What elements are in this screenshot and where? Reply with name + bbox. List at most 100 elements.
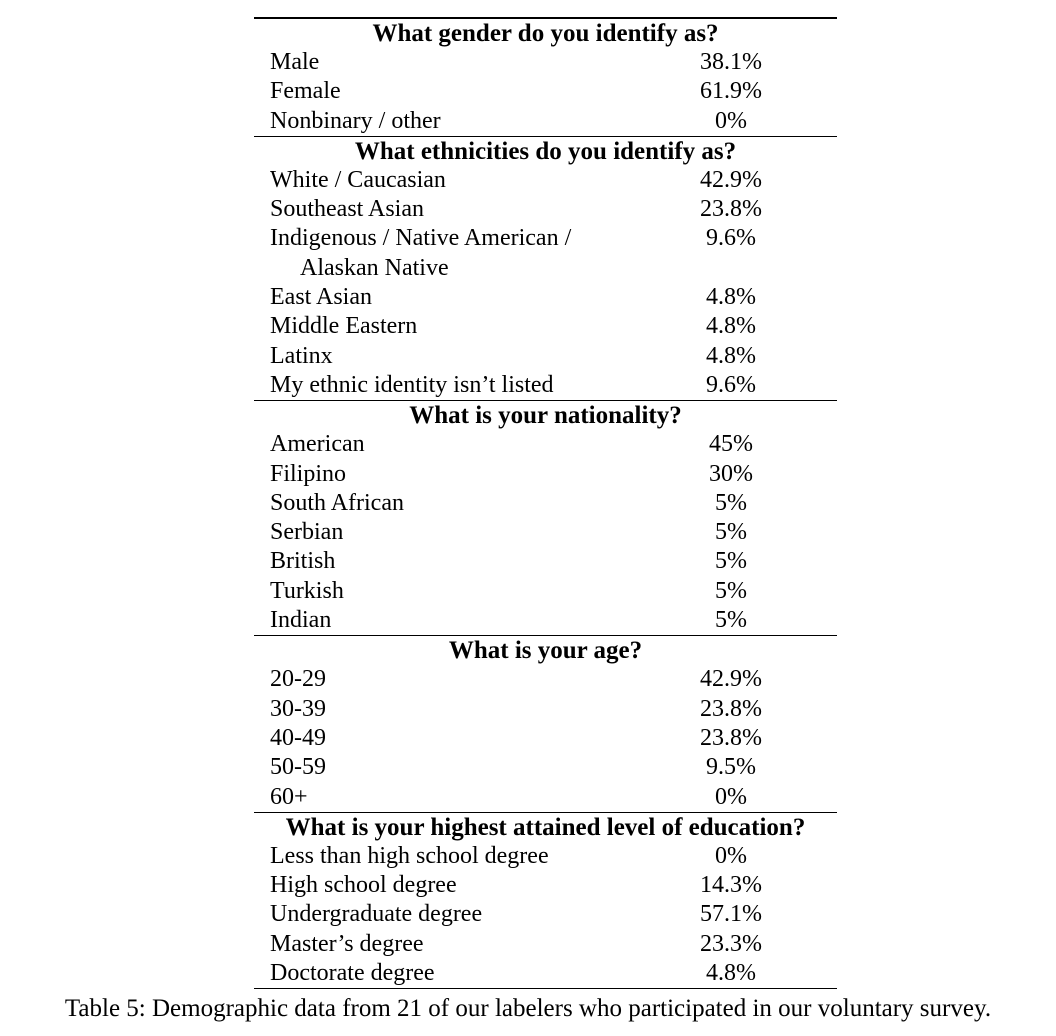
row-label: My ethnic identity isn’t listed: [270, 371, 554, 398]
table-section: What is your nationality? American 45% Fili…: [254, 400, 837, 635]
row-value: 23.3%: [700, 930, 762, 957]
row-label: 30-39: [270, 695, 326, 722]
row-label: 20-29: [270, 666, 326, 693]
row-label: 50-59: [270, 754, 326, 781]
row-value: 4.8%: [706, 313, 756, 340]
table-row: 60+ 0%: [254, 783, 837, 812]
section-header: What is your nationality?: [409, 402, 682, 430]
row-label: Southeast Asian: [270, 196, 424, 223]
table-row: Filipino 30%: [254, 460, 837, 489]
table-caption: Table 5: Demographic data from 21 of our…: [64, 995, 992, 1022]
row-label: Indigenous / Native American /: [270, 225, 572, 252]
row-label-cell: Female: [254, 77, 648, 106]
row-label-cell: Indigenous / Native American / Alaskan Na…: [254, 224, 648, 283]
row-label: White / Caucasian: [270, 166, 446, 193]
table-row: American 45%: [254, 430, 837, 459]
row-value: 5%: [715, 519, 747, 546]
row-value: 42.9%: [700, 666, 762, 693]
row-label: British: [270, 548, 336, 575]
table-row: Turkish 5%: [254, 577, 837, 606]
table-row: Master’s degree 23.3%: [254, 930, 837, 959]
row-value: 5%: [715, 548, 747, 575]
section-header: What ethnicities do you identify as?: [354, 137, 737, 165]
row-value: 61.9%: [700, 78, 762, 105]
table-row: Undergraduate degree 57.1%: [254, 900, 837, 929]
row-label-cell: British: [254, 547, 648, 576]
row-value: 9.6%: [706, 371, 756, 398]
row-value: 4.8%: [706, 342, 756, 369]
row-value: 4.8%: [706, 960, 756, 987]
table-section: What is your highest attained level of e…: [254, 811, 837, 988]
row-label: Indian: [270, 607, 332, 634]
row-value: 57.1%: [700, 901, 762, 928]
row-label: Serbian: [270, 519, 344, 546]
table-row: South African 5%: [254, 489, 837, 518]
row-label-cell: South African: [254, 489, 648, 518]
row-label: High school degree: [270, 872, 457, 899]
row-value: 45%: [709, 431, 753, 458]
row-value: 23.8%: [700, 695, 762, 722]
section-header: What is your age?: [448, 637, 643, 665]
table-row: 20-29 42.9%: [254, 665, 837, 694]
row-label: Doctorate degree: [270, 960, 435, 987]
row-label-cell: Middle Eastern: [254, 312, 648, 341]
row-value: 23.8%: [700, 724, 762, 751]
table-row: East Asian 4.8%: [254, 283, 837, 312]
table-row: 40-49 23.8%: [254, 724, 837, 753]
row-value: 4.8%: [706, 284, 756, 311]
row-label: East Asian: [270, 284, 372, 311]
row-label-continuation: Alaskan Native: [300, 254, 449, 281]
row-value: 38.1%: [700, 49, 762, 75]
row-value: 5%: [715, 489, 747, 516]
row-label-cell: 20-29: [254, 665, 648, 694]
table-row: Southeast Asian 23.8%: [254, 195, 837, 224]
row-value: 5%: [715, 577, 747, 604]
table-row: My ethnic identity isn’t listed 9.6%: [254, 371, 837, 400]
row-value: 42.9%: [700, 166, 762, 193]
row-label-cell: High school degree: [254, 871, 648, 900]
section-header: What gender do you identify as?: [372, 20, 719, 47]
row-label-cell: 60+: [254, 783, 648, 812]
row-value: 5%: [715, 607, 747, 634]
row-label: Master’s degree: [270, 930, 424, 957]
row-label-cell: White / Caucasian: [254, 166, 648, 195]
table-section: What gender do you identify as? Male 38.1%…: [254, 19, 837, 136]
table-row: Serbian 5%: [254, 518, 837, 547]
table-section: What is your age? 20-29 42.9% 30-39 23.8% 40-…: [254, 635, 837, 811]
row-label-cell: Southeast Asian: [254, 195, 648, 224]
row-label-cell: My ethnic identity isn’t listed: [254, 371, 648, 400]
row-label-cell: Filipino: [254, 460, 648, 489]
row-label-cell: 30-39: [254, 695, 648, 724]
table-row: 50-59 9.5%: [254, 753, 837, 782]
table-row: Nonbinary / other 0%: [254, 107, 837, 136]
row-label: 60+: [270, 783, 308, 810]
table-row: 30-39 23.8%: [254, 695, 837, 724]
table-row: Female 61.9%: [254, 77, 837, 106]
table-row: Less than high school degree 0%: [254, 842, 837, 871]
row-label-cell: Undergraduate degree: [254, 900, 648, 929]
row-label: Middle Eastern: [270, 313, 418, 340]
row-label-cell: East Asian: [254, 283, 648, 312]
row-label: Female: [270, 78, 341, 105]
table-section: What ethnicities do you identify as? Whit…: [254, 135, 837, 400]
table-row: Indian 5%: [254, 606, 837, 635]
row-label-cell: Indian: [254, 606, 648, 635]
row-label-cell: Doctorate degree: [254, 959, 648, 988]
row-value: 0%: [715, 783, 747, 810]
row-label: American: [270, 431, 365, 458]
table-row: White / Caucasian 42.9%: [254, 166, 837, 195]
row-label: Less than high school degree: [270, 842, 549, 869]
row-value: 0%: [715, 842, 747, 869]
table-row: Middle Eastern 4.8%: [254, 312, 837, 341]
table-row: Indigenous / Native American / Alaskan Na…: [254, 224, 837, 283]
row-label-cell: 50-59: [254, 753, 648, 782]
row-label-cell: Latinx: [254, 342, 648, 371]
row-label: Male: [270, 49, 320, 75]
section-header: What is your highest attained level of e…: [285, 813, 806, 841]
row-value: 14.3%: [700, 872, 762, 899]
row-value: 9.5%: [706, 754, 756, 781]
row-label-cell: Nonbinary / other: [254, 107, 648, 136]
table-row: Doctorate degree 4.8%: [254, 959, 837, 988]
row-label: 40-49: [270, 724, 326, 751]
row-value: 9.6%: [706, 225, 756, 252]
